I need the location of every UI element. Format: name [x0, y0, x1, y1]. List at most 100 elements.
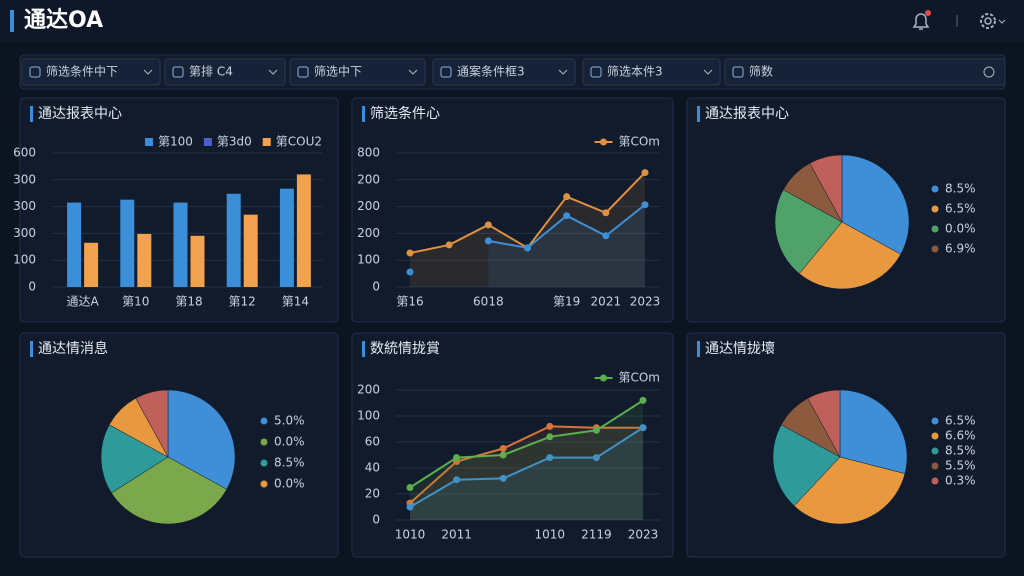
legend-swatch	[144, 138, 153, 146]
filter-box	[432, 58, 576, 86]
point	[546, 433, 554, 441]
point	[641, 169, 649, 177]
x-tick-label: 第19	[553, 295, 580, 309]
y-tick-label: 200	[357, 383, 380, 397]
filter-item[interactable]: 筛选条件中下	[21, 58, 161, 86]
pie-slice	[100, 424, 169, 494]
legend-dot	[931, 245, 939, 253]
legend-label: 5.0%	[274, 414, 305, 428]
panel-title: 通达情拢壞	[705, 341, 775, 357]
y-tick-label: 100	[357, 253, 380, 267]
filter-item[interactable]: 筛数	[724, 58, 1006, 86]
bar	[279, 188, 294, 287]
filter-icon	[440, 66, 452, 78]
x-tick-label: 2023	[628, 528, 659, 542]
point	[524, 244, 531, 252]
legend-dot	[931, 185, 939, 193]
legend-label: 第COm	[618, 135, 660, 149]
y-tick-label: 0	[28, 280, 36, 294]
bar	[137, 233, 152, 287]
panel-title: 通达情消息	[38, 340, 108, 357]
point	[499, 451, 507, 459]
y-tick-label: 0	[372, 280, 380, 294]
legend-swatch	[262, 138, 271, 146]
filter-item[interactable]: 筛选本件3	[582, 58, 721, 86]
filter-item[interactable]: 筛选中下	[289, 58, 426, 86]
x-tick-label: 第12	[229, 295, 256, 309]
x-tick-label: 2119	[581, 528, 612, 542]
panel: 数統情拢賞 0 20 40 60 100 200 1010 2011 1010 2119 2023 第C…	[351, 332, 674, 558]
point	[546, 454, 554, 462]
y-tick-label: 300	[13, 226, 36, 240]
pie-slice	[839, 389, 908, 474]
header-bar	[0, 0, 1024, 42]
legend-dot	[931, 447, 939, 455]
point	[406, 484, 414, 491]
panel-title: 通达报表中心	[38, 106, 122, 122]
point	[639, 396, 647, 404]
legend-label: 6.9%	[945, 242, 976, 256]
point	[602, 209, 610, 217]
x-tick-label: 第14	[282, 295, 309, 309]
pie-slice	[807, 389, 841, 458]
pie-slice	[772, 424, 841, 507]
x-tick-label: 1010	[395, 528, 426, 542]
panel-accent	[362, 341, 365, 357]
dropdown-arrow	[143, 69, 153, 75]
point	[563, 212, 571, 220]
panel-accent	[697, 106, 700, 122]
filter-item[interactable]: 通案条件框3	[432, 58, 576, 86]
y-tick-label: 800	[357, 146, 380, 160]
y-tick-label: 100	[13, 253, 36, 267]
panel: 通达报表中心 0 100 300 300 300 600 通达A 第10 第18 第12 第14 第CO…	[13, 97, 339, 323]
filter-icon	[590, 66, 602, 78]
dropdown-arrow	[558, 69, 568, 75]
dropdown-arrow	[703, 69, 713, 75]
legend-label: 8.5%	[945, 444, 976, 458]
area	[410, 427, 643, 520]
point	[406, 503, 414, 511]
filter-item[interactable]: 第排 C4	[164, 58, 286, 86]
filter-box	[582, 58, 721, 86]
legend-dot	[260, 417, 268, 425]
bar	[120, 199, 135, 287]
filter-icon	[29, 66, 41, 78]
x-tick-label: 第10	[122, 295, 149, 309]
panel-title: 通达报表中心	[705, 106, 789, 122]
point	[641, 201, 649, 209]
pie-slice	[135, 389, 169, 458]
panel-accent	[30, 341, 33, 357]
title-accent	[10, 10, 14, 32]
panel-accent	[30, 106, 33, 122]
bell-icon[interactable]	[912, 10, 931, 30]
panel: 筛选条件心 0 100 200 200 200 800 第16 6018 第19 2021 2023 第…	[351, 97, 674, 323]
legend-dot	[931, 432, 939, 440]
filter-label: 筛选条件中下	[46, 64, 118, 79]
legend-label: 0.0%	[274, 435, 305, 449]
point	[639, 424, 647, 432]
legend-label: 第100	[158, 135, 193, 149]
legend-label: 8.5%	[945, 182, 976, 196]
x-tick-label: 第16	[396, 295, 423, 309]
pie-slice	[841, 154, 910, 255]
refresh-icon	[983, 66, 995, 78]
app-title: 通达OA	[24, 8, 103, 33]
legend-label: 6.5%	[945, 414, 976, 428]
filter-label: 筛选本件3	[607, 64, 663, 79]
pie-slice	[774, 189, 843, 274]
legend-label: 8.5%	[274, 456, 305, 470]
point	[499, 445, 507, 452]
panel-title: 数統情拢賞	[370, 341, 440, 357]
point	[484, 221, 492, 229]
settings-icon[interactable]	[980, 13, 1006, 29]
y-tick-label: 300	[13, 199, 36, 213]
bar	[67, 202, 82, 287]
bar	[173, 202, 188, 287]
point	[406, 249, 414, 257]
filter-box	[289, 58, 426, 86]
panel: 通达情消息 5.0% 0.0% 8.5% 0.0%	[19, 332, 339, 558]
line	[409, 399, 644, 489]
filter-box	[724, 58, 1006, 86]
panel-accent	[362, 106, 365, 122]
